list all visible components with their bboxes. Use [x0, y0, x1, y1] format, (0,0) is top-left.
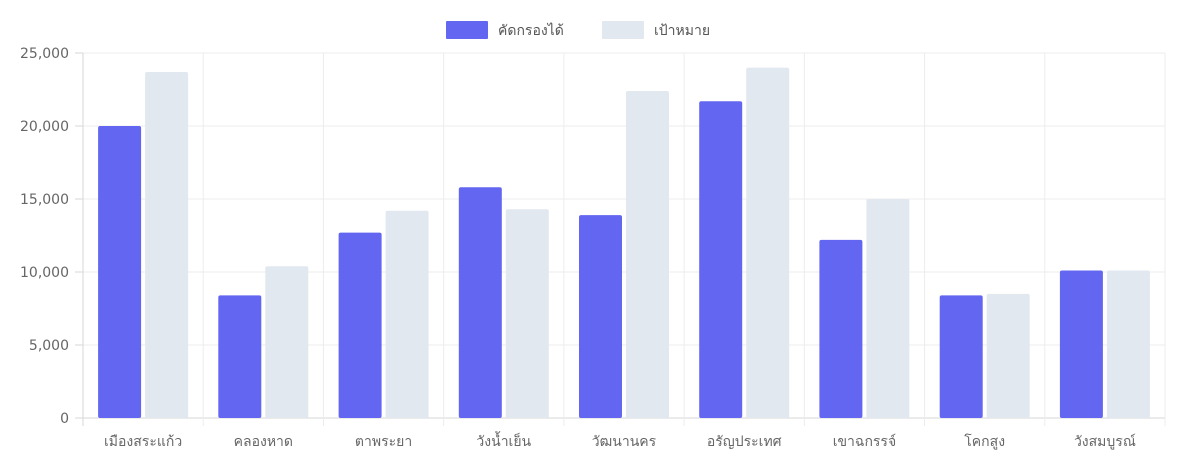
x-tick-label: เมืองสระแก้ว — [104, 434, 182, 450]
screened-bar — [699, 101, 743, 418]
y-tick-label: 25,000 — [20, 46, 69, 62]
y-tick-label: 20,000 — [20, 119, 69, 135]
y-tick-label: 10,000 — [20, 265, 69, 281]
y-tick-label: 0 — [60, 411, 69, 427]
target-bar — [505, 209, 549, 418]
target-bar — [1106, 270, 1150, 418]
y-tick-label: 15,000 — [20, 192, 69, 208]
target-bar — [626, 91, 669, 418]
screened-bar — [98, 126, 142, 418]
target-bar — [145, 72, 189, 418]
legend-swatch-screened — [446, 21, 488, 39]
bars — [98, 67, 1150, 418]
screened-bar — [458, 187, 502, 418]
grid-lines — [82, 52, 1166, 426]
target-bar — [265, 266, 309, 418]
target-bar — [866, 199, 910, 418]
screened-bar — [819, 239, 863, 418]
legend: คัดกรองได้ เป้าหมาย — [446, 21, 710, 39]
screened-bar — [1059, 270, 1103, 418]
target-bar — [385, 210, 429, 418]
target-bar — [746, 67, 790, 418]
legend-swatch-target — [602, 21, 644, 39]
y-tick-label: 5,000 — [29, 338, 69, 354]
screened-bar — [939, 295, 983, 418]
x-tick-label: โคกสูง — [964, 433, 1005, 450]
x-tick-label: ตาพระยา — [355, 434, 412, 450]
legend-item-target[interactable]: เป้าหมาย — [602, 21, 710, 39]
legend-item-screened[interactable]: คัดกรองได้ — [446, 21, 564, 39]
y-axis: 0 5,000 10,000 15,000 20,000 25,000 — [20, 46, 83, 427]
x-tick-label: คลองหาด — [234, 434, 293, 450]
screened-bar — [218, 295, 262, 418]
x-tick-label: วังน้ำเย็น — [476, 431, 531, 450]
x-tick-label: วัฒนานคร — [592, 434, 657, 450]
x-tick-label: อรัญประเทศ — [707, 434, 782, 450]
x-axis: เมืองสระแก้ว คลองหาด ตาพระยา วังน้ำเย็น วัฒน… — [104, 431, 1136, 450]
target-bar — [986, 293, 1030, 418]
screened-bar — [338, 232, 382, 418]
screened-bar — [579, 215, 622, 418]
x-tick-label: เขาฉกรรจ์ — [833, 433, 896, 450]
legend-label-screened: คัดกรองได้ — [498, 22, 564, 39]
x-tick-label: วังสมบูรณ์ — [1074, 433, 1136, 450]
legend-label-target: เป้าหมาย — [654, 23, 710, 39]
